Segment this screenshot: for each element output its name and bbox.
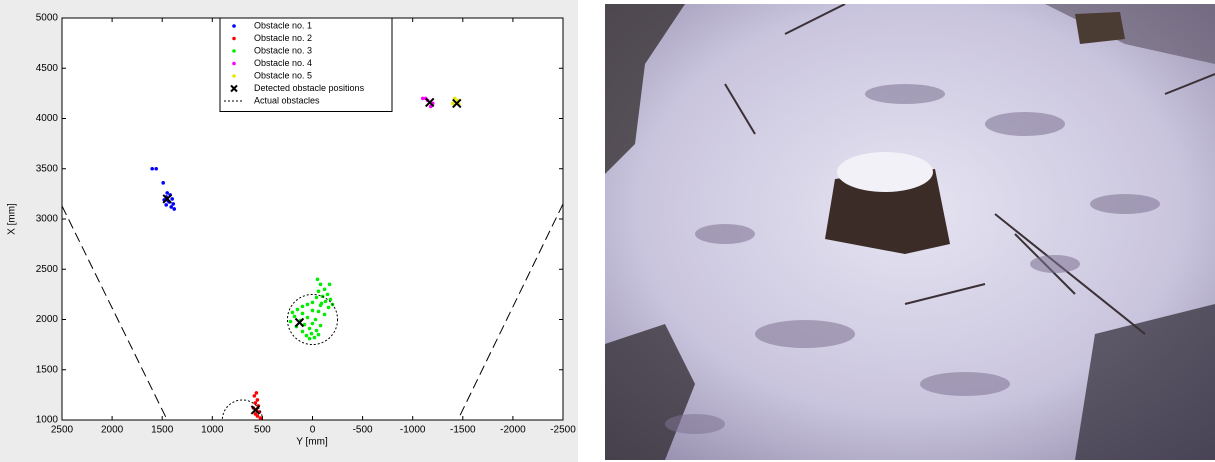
page: Y [mm] X [mm] 25002000150010005000-500-1…: [0, 0, 1215, 462]
point: [324, 300, 328, 304]
y-tick-label: 4500: [36, 63, 59, 74]
point: [169, 205, 173, 209]
point: [256, 414, 260, 418]
legend: Obstacle no. 1 Obstacle no. 2 Obstacle no.…: [220, 18, 392, 112]
legend-label: Obstacle no. 2: [254, 33, 312, 43]
point: [315, 329, 319, 333]
x-tick-label: -2000: [500, 425, 526, 436]
legend-label: Obstacle no. 4: [254, 58, 312, 68]
point: [323, 313, 327, 317]
y-tick-label: 2500: [36, 264, 59, 275]
point: [451, 102, 455, 106]
point: [306, 316, 310, 320]
x-tick-label: -2500: [550, 425, 576, 436]
point: [317, 310, 321, 314]
point: [293, 315, 297, 319]
point: [301, 305, 305, 309]
legend-label: Obstacle no. 1: [254, 20, 312, 30]
y-tick-label: 3500: [36, 163, 59, 174]
point: [255, 391, 259, 395]
point: [253, 394, 257, 398]
legend-symbol: [232, 49, 236, 53]
x-tick-label: 1000: [201, 425, 224, 436]
stump: [1075, 12, 1125, 44]
x-axis-label: Y [mm]: [296, 437, 328, 448]
y-axis-label: X [mm]: [7, 203, 18, 235]
point: [170, 197, 174, 201]
point: [327, 306, 331, 310]
point: [308, 337, 312, 341]
point: [317, 290, 321, 294]
point: [310, 332, 314, 336]
point: [165, 191, 169, 195]
point: [313, 336, 317, 340]
legend-symbol: [232, 74, 236, 78]
point: [326, 293, 330, 297]
point: [308, 327, 312, 331]
point: [296, 308, 300, 312]
x-tick-label: -500: [353, 425, 373, 436]
photo: [605, 4, 1215, 460]
stump-snow: [837, 152, 933, 192]
point: [320, 302, 324, 306]
legend-label: Obstacle no. 3: [254, 45, 312, 55]
point: [311, 301, 315, 305]
point: [254, 401, 258, 405]
point: [291, 311, 295, 315]
point: [319, 324, 323, 328]
point: [328, 283, 332, 287]
x-tick-label: 2500: [51, 425, 74, 436]
x-tick-label: 1500: [151, 425, 174, 436]
legend-symbol: [232, 24, 236, 28]
legend-label: Obstacle no. 5: [254, 70, 312, 80]
legend-label: Actual obstacles: [254, 95, 320, 105]
x-tick-label: -1500: [450, 425, 476, 436]
x-tick-label: 0: [310, 425, 316, 436]
x-tick-label: 2000: [101, 425, 124, 436]
point: [315, 296, 319, 300]
point: [289, 320, 293, 324]
point: [317, 333, 321, 337]
point: [311, 309, 315, 313]
point: [319, 283, 323, 287]
legend-symbol: [232, 62, 236, 66]
y-tick-label: 4000: [36, 113, 59, 124]
y-tick-label: 1500: [36, 364, 59, 375]
point: [311, 322, 315, 326]
point: [323, 288, 327, 292]
point: [316, 278, 320, 282]
point: [154, 167, 158, 171]
y-tick-label: 1000: [36, 415, 59, 426]
point: [161, 181, 165, 185]
point: [150, 167, 154, 171]
legend-label: Detected obstacle positions: [254, 83, 365, 93]
point: [305, 334, 309, 338]
point: [301, 312, 305, 316]
point: [314, 318, 318, 322]
point: [301, 330, 305, 334]
y-tick-label: 5000: [36, 13, 59, 24]
point: [329, 298, 333, 302]
point: [172, 207, 176, 211]
point: [306, 303, 310, 307]
y-tick-label: 3000: [36, 214, 59, 225]
x-tick-label: -1000: [400, 425, 426, 436]
y-tick-label: 2000: [36, 314, 59, 325]
point: [164, 203, 168, 207]
x-tick-label: 500: [254, 425, 271, 436]
legend-symbol: [232, 37, 236, 41]
point: [171, 202, 175, 206]
point: [256, 398, 260, 402]
